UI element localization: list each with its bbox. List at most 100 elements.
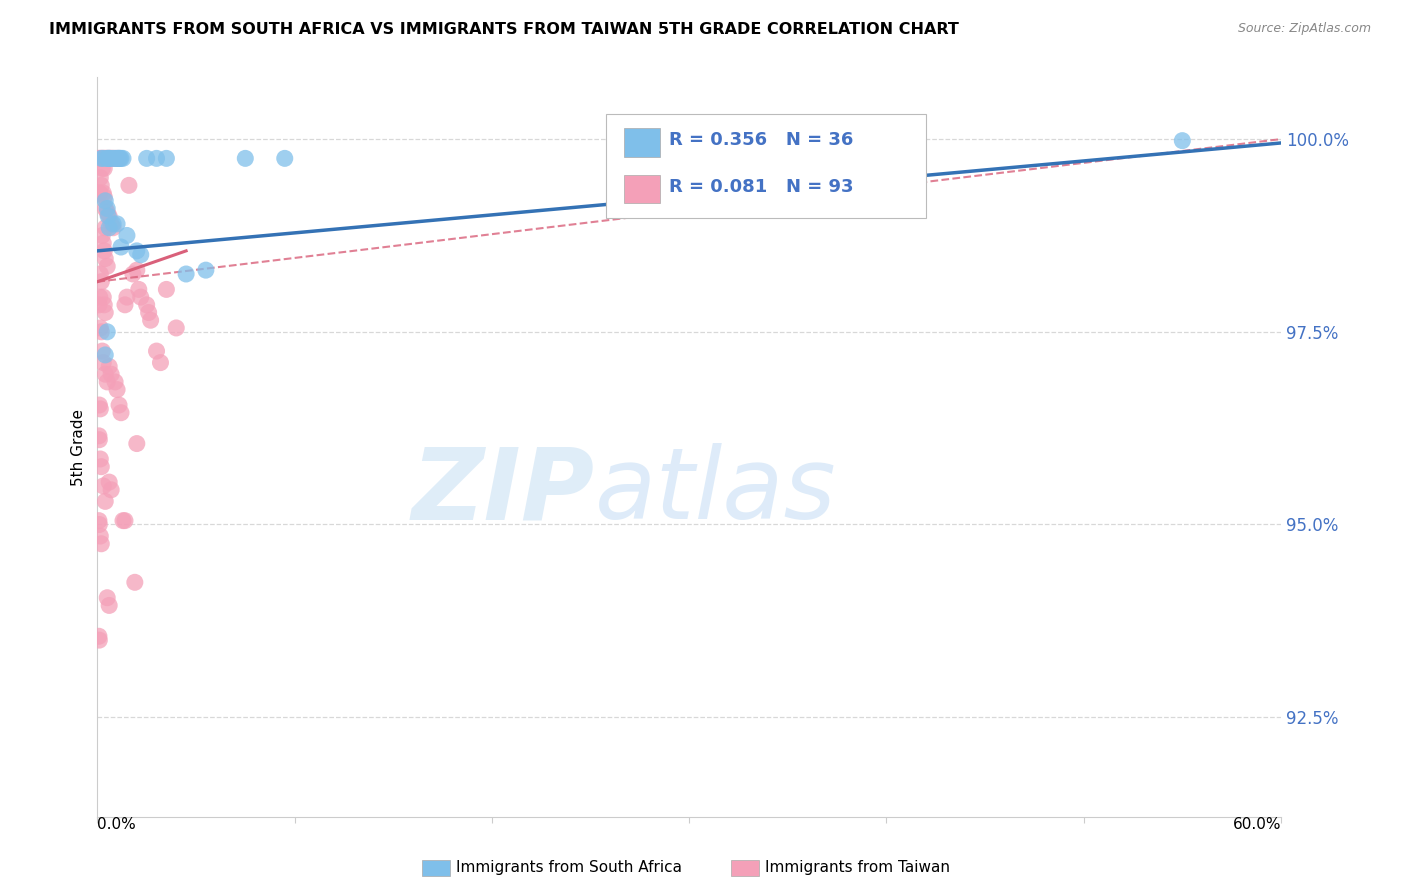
Text: Immigrants from South Africa: Immigrants from South Africa <box>456 861 682 875</box>
Point <box>118 178 141 193</box>
Point <box>91 186 114 200</box>
Point <box>96 260 118 274</box>
Point <box>104 152 127 166</box>
Point <box>110 152 132 166</box>
Point <box>91 161 114 176</box>
Point <box>129 290 152 304</box>
Point <box>93 244 115 258</box>
Point <box>87 429 110 443</box>
Point <box>87 298 110 312</box>
Point <box>90 325 112 339</box>
Point <box>98 220 121 235</box>
Point <box>98 152 121 166</box>
Text: IMMIGRANTS FROM SOUTH AFRICA VS IMMIGRANTS FROM TAIWAN 5TH GRADE CORRELATION CHA: IMMIGRANTS FROM SOUTH AFRICA VS IMMIGRAN… <box>49 22 959 37</box>
Point <box>124 575 146 590</box>
Text: R = 0.081   N = 93: R = 0.081 N = 93 <box>669 178 853 196</box>
Point <box>98 599 121 613</box>
Point <box>105 217 128 231</box>
Point <box>101 152 124 166</box>
Point <box>174 267 197 281</box>
Point <box>98 209 121 223</box>
Point <box>125 263 148 277</box>
Point <box>90 152 112 166</box>
Point <box>93 190 115 204</box>
Point <box>165 321 187 335</box>
Point <box>104 375 127 389</box>
Point <box>1171 134 1194 148</box>
Point <box>90 178 112 193</box>
Point <box>233 152 256 166</box>
Point <box>135 298 157 312</box>
Point <box>94 305 117 319</box>
Point <box>121 267 143 281</box>
Point <box>89 290 111 304</box>
Point <box>96 205 118 219</box>
Point <box>94 194 117 208</box>
Point <box>125 436 148 450</box>
Point <box>89 267 111 281</box>
Point <box>104 152 127 166</box>
Point <box>98 152 121 166</box>
Point <box>138 305 160 319</box>
Point <box>96 152 118 166</box>
Point <box>105 383 128 397</box>
Point <box>94 368 117 382</box>
Point <box>155 282 177 296</box>
Point <box>87 186 110 200</box>
Point <box>94 252 117 266</box>
Point <box>89 398 111 412</box>
Point <box>91 236 114 251</box>
Point <box>96 202 118 216</box>
FancyBboxPatch shape <box>606 114 927 218</box>
Point <box>108 152 131 166</box>
Text: 60.0%: 60.0% <box>1233 817 1281 832</box>
Point <box>89 401 111 416</box>
Point <box>96 325 118 339</box>
Point <box>98 475 121 489</box>
Point <box>93 152 115 166</box>
Point <box>91 152 114 166</box>
Point <box>96 152 118 166</box>
Point <box>145 152 167 166</box>
Point <box>129 248 152 262</box>
Point <box>108 398 131 412</box>
Point <box>108 152 131 166</box>
Point <box>89 152 111 166</box>
Point <box>90 459 112 474</box>
Point <box>135 152 157 166</box>
Point <box>90 275 112 289</box>
Point <box>98 152 121 166</box>
Point <box>155 152 177 166</box>
Text: Source: ZipAtlas.com: Source: ZipAtlas.com <box>1237 22 1371 36</box>
Point <box>96 591 118 605</box>
Point <box>111 514 134 528</box>
Point <box>110 240 132 254</box>
Point <box>94 494 117 508</box>
Point <box>87 629 110 643</box>
Point <box>107 152 129 166</box>
Point <box>101 152 124 166</box>
Point <box>115 290 138 304</box>
Point <box>91 152 114 166</box>
Point <box>96 375 118 389</box>
Point <box>91 152 114 166</box>
Point <box>91 356 114 370</box>
Point <box>114 514 136 528</box>
Point <box>89 517 111 532</box>
Point <box>91 290 114 304</box>
Point <box>94 202 117 216</box>
Point <box>100 217 122 231</box>
Point <box>94 348 117 362</box>
Point <box>101 220 124 235</box>
Point <box>115 228 138 243</box>
Point <box>100 483 122 497</box>
Point <box>98 152 121 166</box>
Point <box>89 633 111 648</box>
Point <box>108 152 131 166</box>
Point <box>90 152 112 166</box>
Point <box>89 452 111 467</box>
Point <box>100 152 122 166</box>
Point <box>93 161 115 176</box>
Point <box>194 263 217 277</box>
Point <box>149 356 172 370</box>
